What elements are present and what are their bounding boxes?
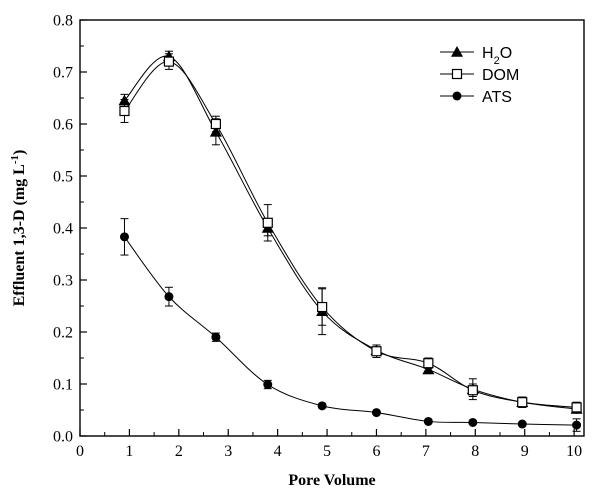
legend-item-ats: ATS — [440, 89, 512, 106]
x-tick-label: 3 — [224, 443, 232, 460]
legend-label-ats: ATS — [482, 89, 512, 106]
data-point-dom — [423, 358, 434, 369]
data-point-ats — [263, 380, 273, 390]
y-tick-label: 0.5 — [53, 169, 73, 186]
data-point-dom — [210, 118, 221, 130]
y-tick-label: 0.7 — [53, 65, 73, 82]
x-tick-label: 7 — [422, 443, 430, 460]
series-line-h2o — [124, 55, 577, 410]
series-ats — [119, 218, 582, 432]
data-point-ats — [423, 416, 433, 426]
x-tick-label: 10 — [566, 443, 582, 460]
series-dom — [119, 53, 582, 414]
series-layer — [118, 50, 583, 432]
tick-labels: 0 1 2 3 4 5 6 7 8 9 10 0.0 0.1 0.2 0.3 0.4 0.5 0.6 0.7 0.8 — [53, 13, 582, 461]
data-point-ats — [517, 419, 527, 429]
x-tick-label: 8 — [471, 443, 479, 460]
data-point-dom — [163, 56, 175, 67]
series-line-ats — [124, 236, 577, 426]
series-line-dom — [124, 61, 577, 408]
x-axis-title: Pore Volume — [288, 472, 375, 489]
x-tick-label: 1 — [125, 443, 133, 460]
x-tick-label: 2 — [175, 443, 183, 460]
y-tick-label: 0.1 — [53, 377, 73, 394]
series-h2o — [118, 50, 583, 414]
data-point-dom — [467, 385, 478, 396]
y-tick-label: 0.4 — [53, 221, 73, 238]
legend-marker-dom — [451, 68, 463, 80]
y-tick-label: 0.6 — [53, 117, 73, 134]
y-tick-label: 0.3 — [53, 273, 73, 290]
x-tick-label: 6 — [372, 443, 380, 460]
data-point-ats — [317, 401, 327, 411]
y-axis-title: Effluent 1,3-D (mg L-1) — [9, 150, 28, 307]
y-tick-label: 0.2 — [53, 325, 73, 342]
data-point-dom — [371, 346, 382, 357]
legend-marker-ats — [452, 91, 462, 101]
legend-item-dom: DOM — [440, 67, 519, 84]
data-point-dom — [262, 217, 273, 228]
data-point-dom — [119, 105, 130, 117]
legend-label-h2o: H2O — [482, 45, 512, 67]
data-point-ats — [468, 417, 478, 427]
plot-frame — [79, 19, 585, 437]
data-point-ats — [164, 292, 174, 302]
data-point-ats — [371, 408, 381, 418]
x-tick-label: 4 — [274, 443, 282, 460]
legend-item-h2o: H2O — [440, 45, 512, 67]
data-point-ats — [572, 420, 582, 430]
data-point-dom — [317, 301, 328, 313]
x-tick-label: 0 — [76, 443, 84, 460]
data-point-ats — [119, 232, 129, 242]
y-axis-title-end: ) — [11, 150, 28, 155]
y-axis-title-main: Effluent 1,3-D (mg L — [11, 164, 28, 306]
y-tick-label: 0.0 — [53, 429, 73, 446]
x-tick-label: 5 — [323, 443, 331, 460]
x-tick-label: 9 — [521, 443, 529, 460]
legend-marker-h2o — [451, 46, 463, 57]
legend-label-dom: DOM — [482, 67, 519, 84]
y-tick-label: 0.8 — [53, 13, 73, 30]
data-point-dom — [571, 402, 582, 413]
data-point-dom — [517, 397, 528, 408]
data-point-ats — [211, 332, 221, 342]
y-axis-title-sup: -1 — [9, 155, 21, 164]
